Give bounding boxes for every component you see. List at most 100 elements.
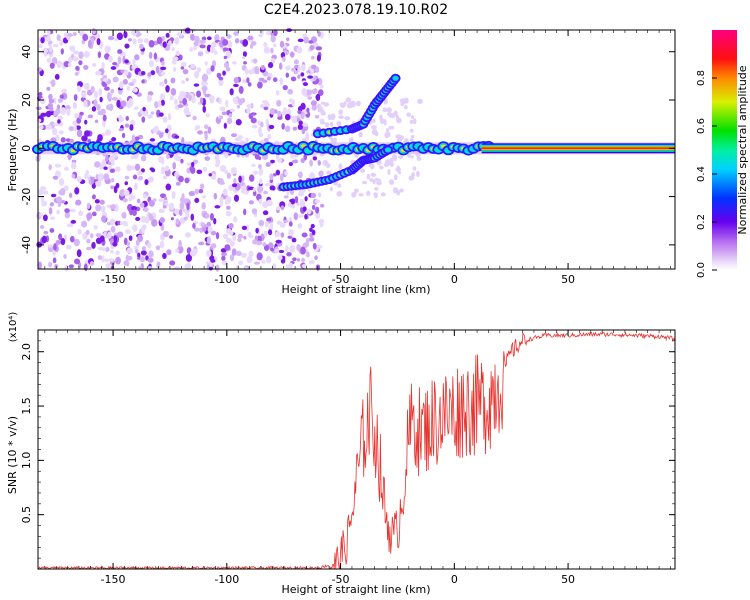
noise-speck [300,111,305,120]
noise-speck [61,88,67,94]
noise-speck [258,168,264,176]
noise-speck [221,111,227,116]
noise-speck [59,107,67,115]
noise-speck [109,168,116,173]
noise-speck [91,241,96,249]
noise-speck [257,164,262,169]
noise-speck [396,189,401,196]
noise-speck [138,175,144,181]
noise-speck [148,51,153,59]
noise-speck [409,138,414,142]
noise-speck [227,40,233,49]
noise-speck [264,183,270,187]
noise-speck [38,44,43,49]
noise-speck [231,183,238,188]
noise-speck [75,65,80,71]
noise-speck [338,163,343,170]
noise-speck [310,192,317,198]
noise-speck [294,196,299,204]
noise-speck [245,224,250,232]
y-tick-label: 1.5 [20,397,33,415]
noise-speck [297,38,304,43]
noise-speck [406,112,412,117]
noise-speck [182,69,189,75]
noise-speck [255,240,263,246]
noise-speck [36,118,42,123]
noise-speck [243,208,247,216]
noise-speck [147,72,152,77]
noise-speck [297,74,301,79]
noise-speck [107,231,112,239]
noise-speck [412,118,417,125]
noise-speck [289,51,295,58]
noise-speck [101,159,106,166]
noise-speck [175,50,180,56]
noise-speck [225,99,229,108]
noise-speck [76,176,82,183]
noise-speck [90,85,95,94]
noise-speck [52,250,56,256]
noise-speck [137,252,141,258]
colorbar-tick-label: 0.2 [696,214,707,230]
noise-speck [256,185,264,193]
noise-speck [309,159,313,167]
spectrogram-x-axis: -150 -100 -50 0 50 [44,30,671,286]
noise-speck [162,230,170,238]
noise-speck [238,85,244,94]
noise-speck [132,224,138,232]
noise-speck [165,128,169,134]
noise-speck [253,170,259,175]
noise-speck [186,111,192,116]
noise-speck [110,88,115,94]
noise-speck [91,106,97,112]
noise-speck [156,261,161,269]
noise-speck [60,188,66,196]
noise-speck [197,130,203,135]
noise-speck [249,43,254,49]
noise-speck [370,172,377,178]
noise-speck [38,91,43,97]
noise-speck [44,36,52,42]
noise-speck [167,131,172,140]
noise-speck [216,72,222,79]
noise-speck [147,114,153,119]
noise-speck [118,116,124,123]
noise-speck [310,55,315,60]
noise-speck [116,99,121,108]
noise-speck [118,127,124,132]
noise-speck [139,43,144,50]
noise-speck [206,249,212,258]
noise-speck [265,162,271,167]
noise-speck [209,45,215,54]
noise-speck [94,90,99,99]
noise-speck [114,166,121,172]
noise-speck [90,233,94,239]
noise-speck [300,102,306,110]
noise-speck [95,70,102,76]
noise-speck [65,105,71,111]
noise-speck [64,265,69,272]
noise-speck [52,122,59,127]
noise-speck [246,104,252,108]
noise-speck [98,88,103,96]
noise-speck [397,155,404,160]
noise-speck [252,239,258,245]
noise-speck [263,190,268,195]
noise-speck [110,218,116,226]
noise-speck [222,70,226,76]
noise-speck [192,115,197,121]
noise-speck [56,196,63,203]
noise-speck [133,106,139,110]
noise-speck [127,38,132,42]
noise-speck [207,126,212,135]
noise-speck [38,261,42,270]
y-tick-label: 0 [20,145,33,152]
noise-speck [58,178,65,186]
noise-speck [263,137,269,142]
noise-speck [48,93,53,101]
noise-speck [155,245,161,251]
noise-speck [129,165,135,171]
noise-speck [143,194,148,199]
noise-speck [152,127,159,134]
noise-speck [90,176,95,185]
